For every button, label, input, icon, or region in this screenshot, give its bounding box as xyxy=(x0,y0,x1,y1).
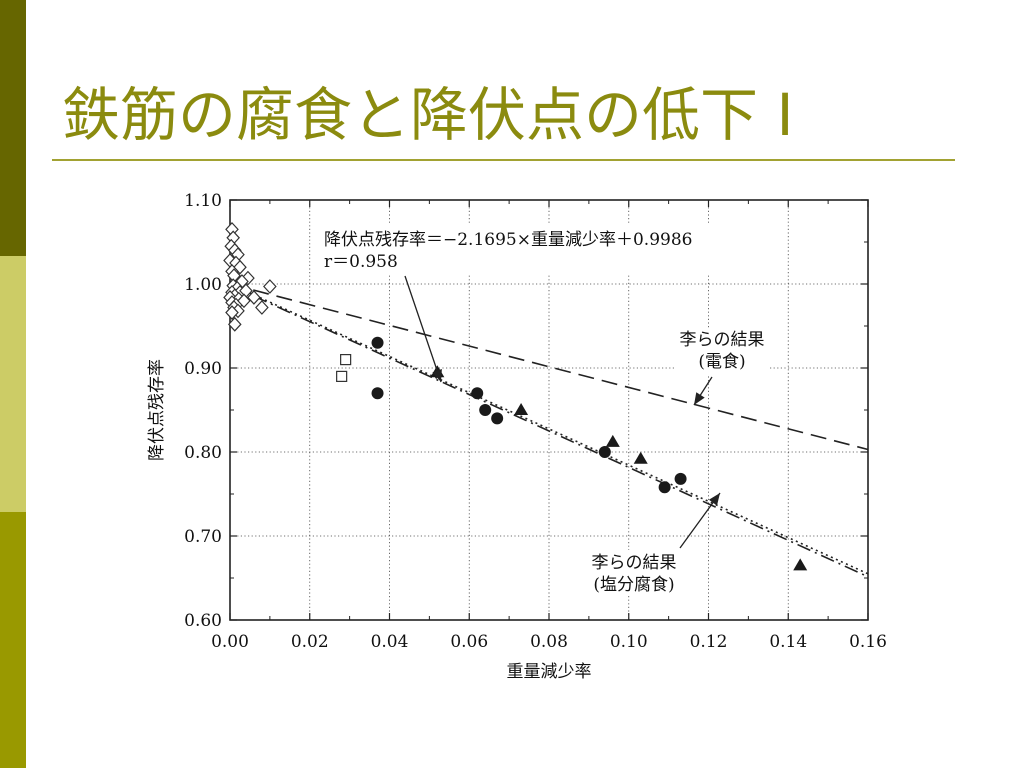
diamond-marker xyxy=(255,300,269,315)
y-tick-label: 0.60 xyxy=(184,611,222,631)
sidebar-segment-bottom xyxy=(0,512,26,768)
diamond-marker xyxy=(247,290,261,305)
triangle-marker xyxy=(514,403,529,415)
lee-electro-line xyxy=(229,283,869,451)
diamond-marker xyxy=(263,279,277,294)
y-tick-label: 1.10 xyxy=(184,191,222,211)
lee-salt-sublabel: (塩分腐食) xyxy=(593,575,674,595)
circle-marker xyxy=(658,481,671,494)
y-tick-label: 0.90 xyxy=(184,359,222,379)
circle-marker xyxy=(471,387,484,400)
triangle-marker xyxy=(605,434,620,447)
regression-r-value: r＝0.958 xyxy=(324,252,398,272)
regression-arrow xyxy=(404,275,442,383)
x-tick-label: 0.08 xyxy=(530,632,568,652)
circle-marker xyxy=(491,412,504,425)
square-marker xyxy=(336,370,348,382)
y-tick-label: 1.00 xyxy=(184,275,222,295)
sidebar-segment-top xyxy=(0,0,26,256)
circle-marker xyxy=(479,404,492,416)
x-axis-label: 重量減少率 xyxy=(507,662,592,682)
lee-electro-label: 李らの結果 xyxy=(680,330,765,350)
lee-salt-line xyxy=(229,283,869,575)
x-tick-label: 0.04 xyxy=(371,632,409,652)
lee-electro-sublabel: (電食) xyxy=(698,352,745,372)
slide-title: 鉄筋の腐食と降伏点の低下 I xyxy=(62,81,794,149)
title-rule xyxy=(52,159,955,161)
triangle-marker xyxy=(633,451,648,464)
y-tick-label: 0.80 xyxy=(184,443,222,463)
sidebar-segment-middle xyxy=(0,256,26,512)
circle-marker xyxy=(371,336,384,349)
circle-marker xyxy=(598,446,611,458)
y-axis-label: 降伏点残存率 xyxy=(147,359,167,461)
x-tick-label: 0.02 xyxy=(291,632,329,652)
triangle-marker xyxy=(793,558,808,571)
regression-equation: 降伏点残存率＝−2.1695×重量減少率＋0.9986 xyxy=(324,230,692,250)
plot-frame xyxy=(229,199,869,621)
diamond-marker xyxy=(225,305,239,320)
circle-marker xyxy=(371,387,384,400)
regression-line xyxy=(229,284,869,578)
x-tick-label: 0.10 xyxy=(610,632,648,652)
x-tick-label: 0.16 xyxy=(849,632,887,652)
lee-salt-arrow-head xyxy=(708,493,720,506)
x-tick-label: 0.12 xyxy=(690,632,728,652)
regression-arrow-head xyxy=(432,369,442,382)
lee-salt-label: 李らの結果 xyxy=(592,553,677,573)
sidebar-bar xyxy=(0,0,26,768)
x-tick-label: 0.00 xyxy=(211,632,249,652)
regression-label-bg xyxy=(318,224,752,274)
y-tick-label: 0.70 xyxy=(184,527,222,547)
lee-electro-label-bg xyxy=(676,328,768,374)
lee-salt-label-bg xyxy=(578,550,690,596)
square-marker xyxy=(340,354,352,366)
circle-marker xyxy=(674,472,687,485)
x-tick-label: 0.14 xyxy=(769,632,807,652)
lee-electro-arrow-head xyxy=(694,392,705,405)
x-tick-label: 0.06 xyxy=(450,632,488,652)
diamond-marker xyxy=(237,293,251,309)
diamond-marker xyxy=(227,316,242,332)
